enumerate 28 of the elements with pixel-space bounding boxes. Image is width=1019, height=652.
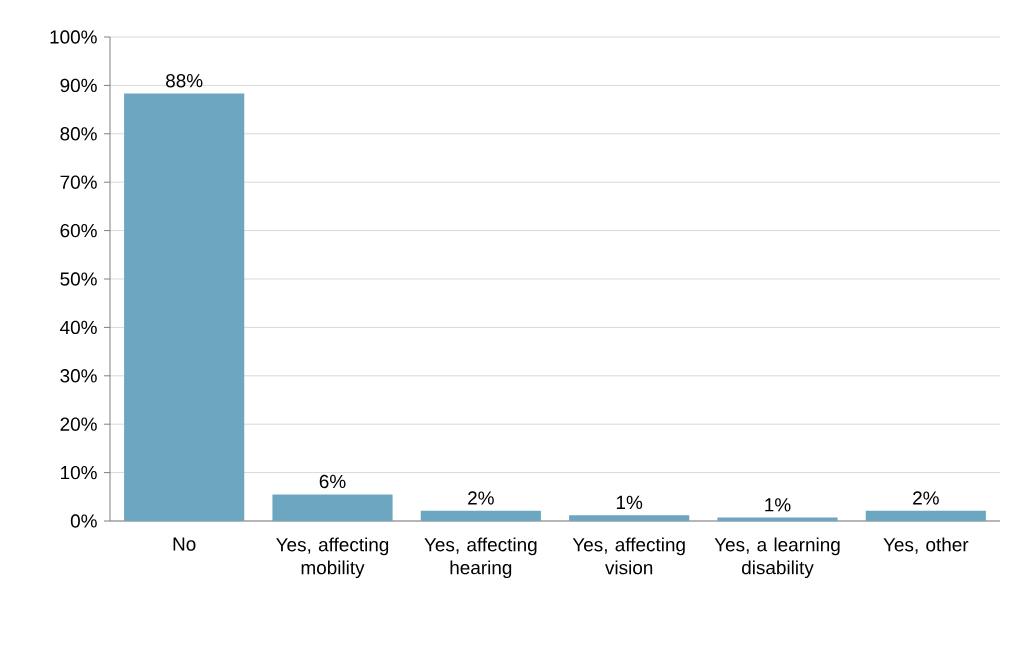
data-label: 6% bbox=[319, 474, 346, 489]
data-label: 2% bbox=[913, 491, 939, 505]
data-label: 1% bbox=[765, 498, 791, 512]
x-tick-label: Yes, affecting vision bbox=[572, 537, 685, 575]
y-tick-label: 80% bbox=[60, 127, 97, 141]
y-tick-label: 70% bbox=[60, 175, 97, 189]
x-tick-label: No bbox=[173, 537, 196, 551]
y-tick-label: 20% bbox=[60, 417, 97, 431]
bar bbox=[865, 510, 986, 521]
data-label: 2% bbox=[468, 491, 494, 505]
y-tick-label: 10% bbox=[61, 465, 97, 480]
y-tick-label: 50% bbox=[60, 272, 97, 286]
x-tick-label: Yes, a learning disability bbox=[714, 537, 840, 579]
y-tick-label: 0% bbox=[70, 514, 97, 528]
bar bbox=[569, 515, 690, 521]
bar bbox=[124, 93, 245, 521]
data-label: 1% bbox=[616, 495, 643, 509]
x-tick-label: Yes, affecting hearing bbox=[424, 537, 537, 579]
bar bbox=[420, 510, 541, 521]
bar bbox=[272, 494, 393, 521]
y-tick-label: 60% bbox=[60, 223, 97, 238]
y-tick-label: 30% bbox=[60, 369, 97, 383]
x-tick-label: Yes, other bbox=[883, 537, 969, 554]
x-tick-label: Yes, affecting mobility bbox=[276, 537, 389, 579]
y-tick-label: 100% bbox=[50, 30, 97, 44]
data-label: 88% bbox=[166, 74, 203, 88]
y-tick-label: 90% bbox=[60, 78, 97, 93]
y-tick-label: 40% bbox=[60, 320, 97, 335]
